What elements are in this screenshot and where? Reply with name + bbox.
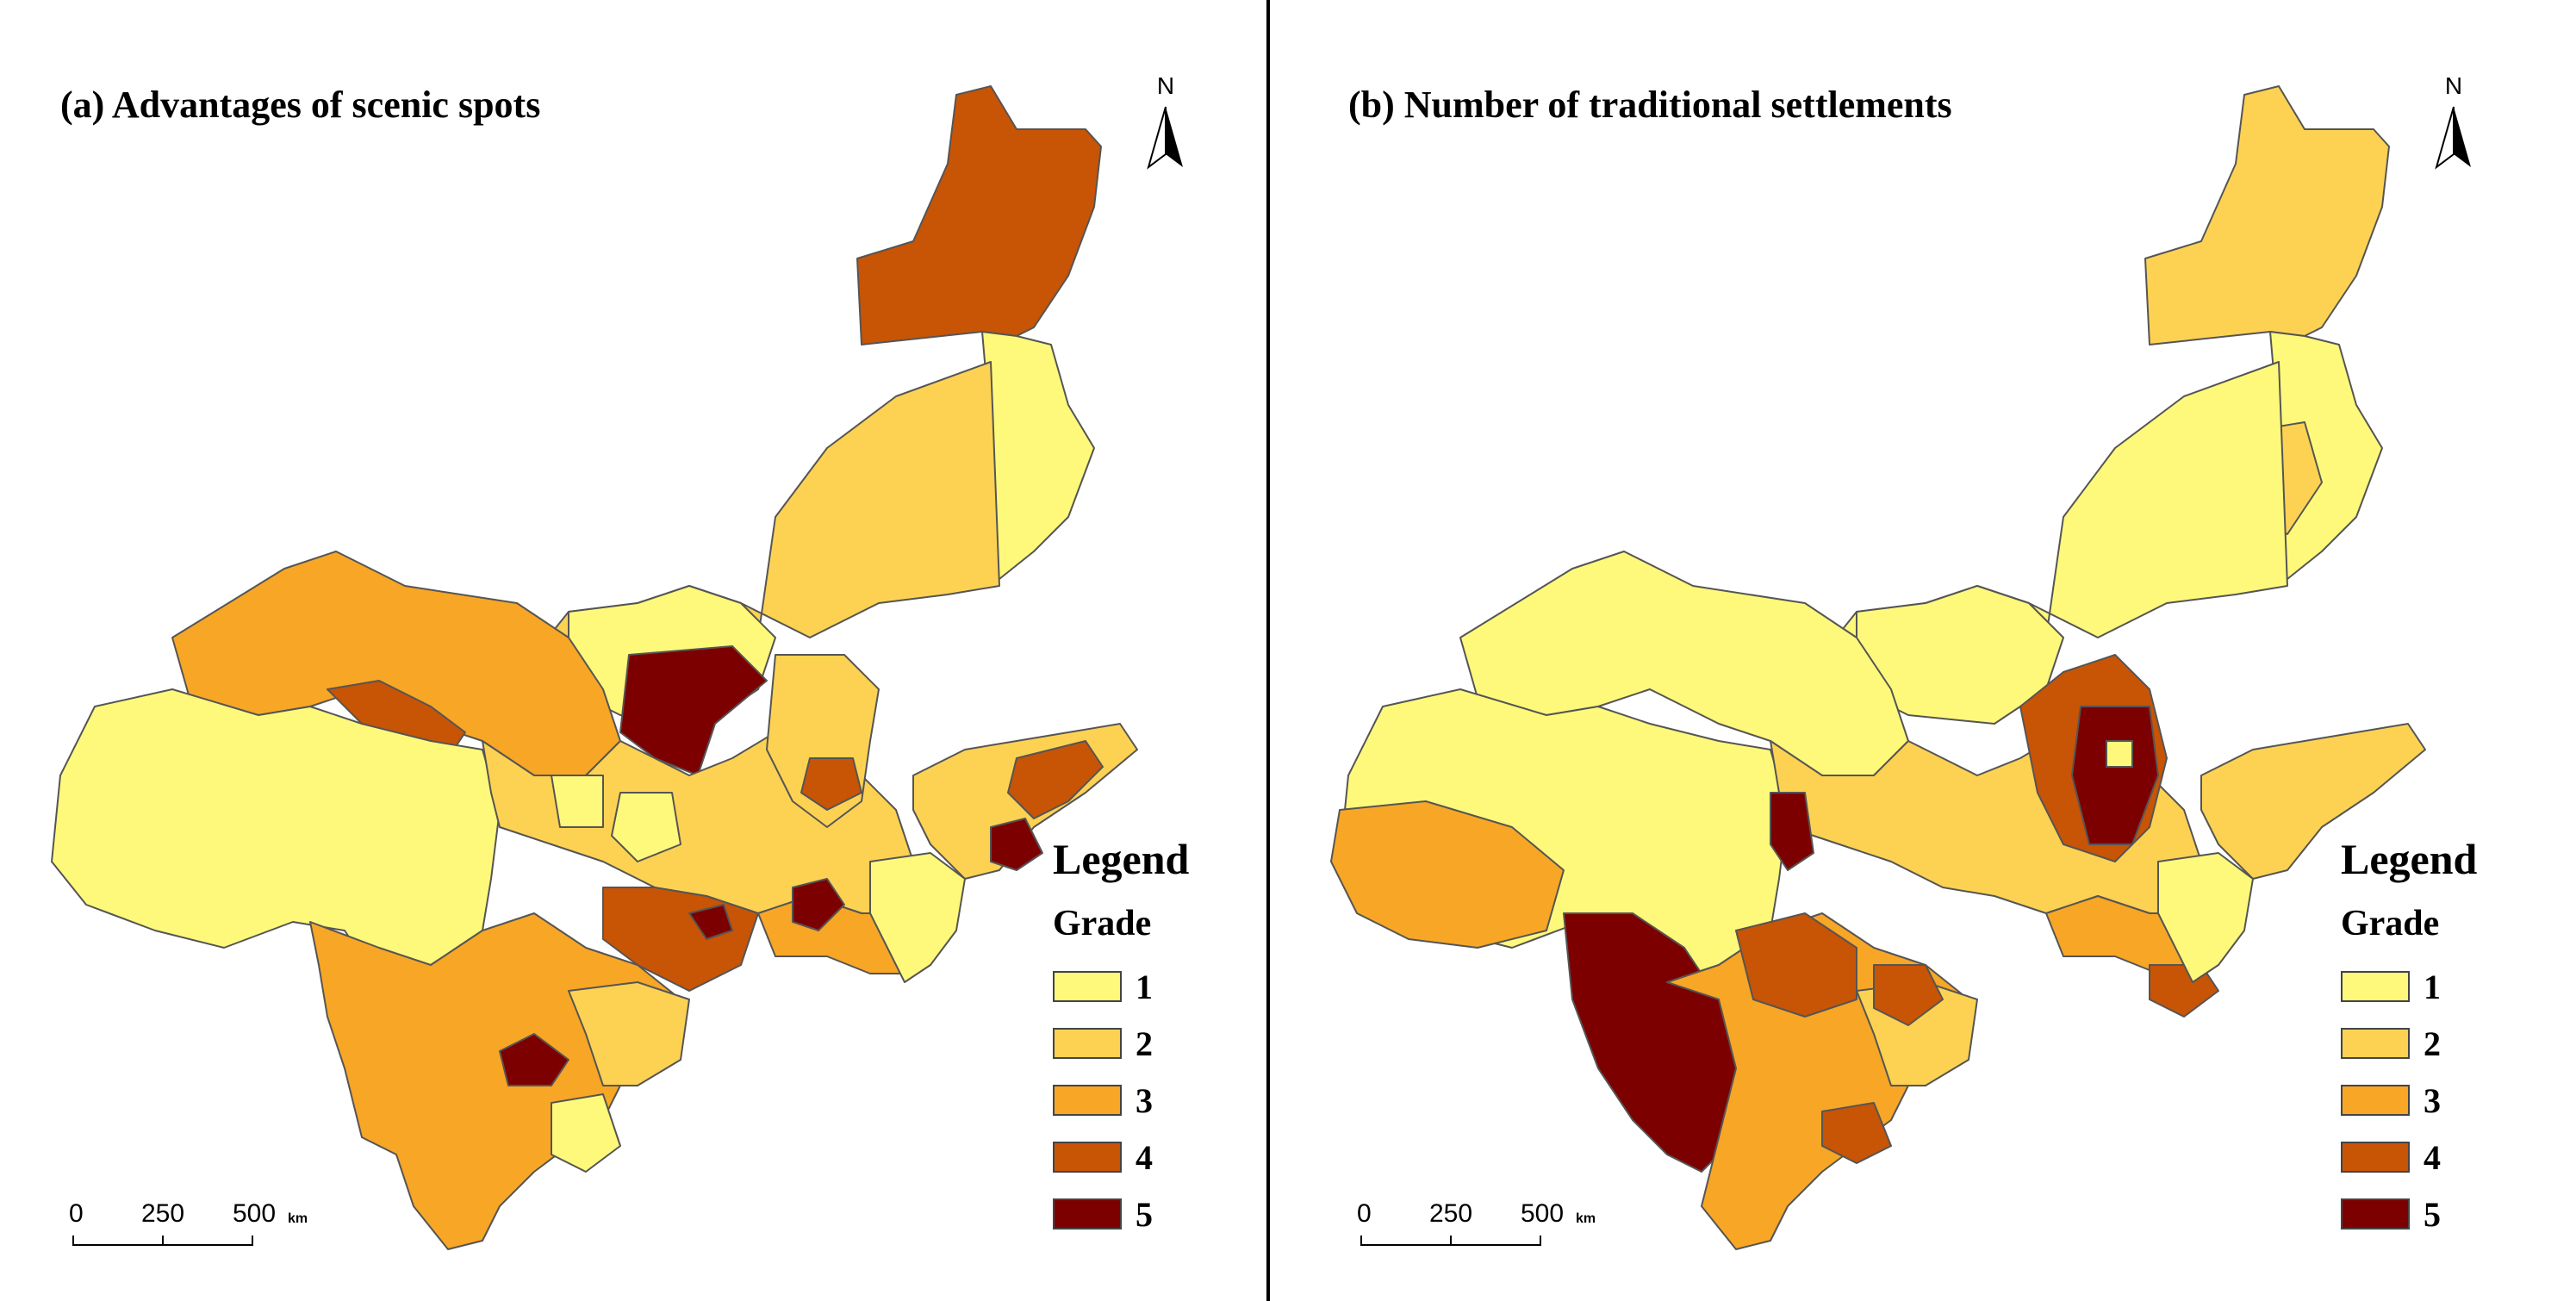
- legend-swatch: [2341, 971, 2410, 1002]
- legend-subtitle: Grade: [1053, 904, 1152, 943]
- legend-swatch: [1053, 1142, 1122, 1173]
- scale-bar: 0 250 500 km: [69, 1199, 308, 1268]
- region-southwest-grade5: [499, 1033, 569, 1086]
- region-heilongjiang: [2144, 85, 2390, 345]
- legend-item: 1: [1053, 958, 1189, 1015]
- region-south-central-grade5: [688, 904, 733, 940]
- choropleth-map-settlements: [1330, 85, 2426, 1250]
- panel-title: (a) Advantages of scenic spots: [60, 84, 541, 126]
- legend-swatch: [1053, 971, 1122, 1002]
- scale-tick: 500: [233, 1199, 277, 1228]
- region-south: [568, 981, 690, 1086]
- scale-mark: [252, 1236, 253, 1246]
- north-arrow: N: [1136, 72, 1196, 184]
- region-pocket-1: [611, 792, 681, 862]
- region-west-grade3: [1330, 800, 1565, 949]
- legend-swatch: [2341, 1142, 2410, 1173]
- map-panel-traditional-settlements: (b) Number of traditional settlements N …: [1288, 0, 2576, 1301]
- legend-title: Legend: [1053, 835, 1190, 883]
- legend-swatch: [2341, 1198, 2410, 1229]
- scale-tick: 0: [69, 1199, 84, 1228]
- legend-item: 3: [2341, 1072, 2477, 1129]
- region-northeast-strip: [981, 331, 1095, 587]
- region-east-coast-grade5: [792, 878, 845, 931]
- map-panel-scenic-spots: (a) Advantages of scenic spots N Legend …: [51, 72, 1196, 1268]
- choropleth-map-scenic: [51, 85, 1138, 1250]
- region-south-grade4: [1873, 964, 1944, 1026]
- legend-item: 5: [1053, 1186, 1189, 1242]
- legend-label: 2: [1136, 1024, 1153, 1063]
- north-label: N: [1156, 72, 1175, 99]
- scale-mark: [72, 1236, 74, 1246]
- region-east-block-grade1: [2106, 740, 2133, 768]
- legend-label: 4: [1136, 1137, 1153, 1177]
- legend: Legend Grade 1 2 3 4 5: [1053, 834, 1189, 1242]
- legend-item: 5: [2341, 1186, 2477, 1242]
- region-southwest-grade4: [1735, 912, 1857, 1018]
- scale-mark: [1540, 1236, 1541, 1246]
- scale-unit: km: [288, 1211, 308, 1226]
- legend-swatch: [1053, 1028, 1122, 1059]
- region-peninsula: [2200, 723, 2426, 880]
- region-peninsula-grade5: [990, 818, 1043, 871]
- scale-tick: 0: [1357, 1199, 1372, 1228]
- legend-swatch: [2341, 1028, 2410, 1059]
- panel-divider: [1266, 0, 1270, 1301]
- legend-label: 3: [1136, 1080, 1153, 1120]
- region-central-grade5: [619, 645, 768, 776]
- legend-label: 5: [1136, 1194, 1153, 1234]
- legend-item: 4: [1053, 1129, 1189, 1186]
- region-southeast: [869, 852, 966, 983]
- legend-label: 4: [2424, 1137, 2441, 1177]
- legend-swatch: [1053, 1198, 1122, 1229]
- region-heilongjiang: [856, 85, 1102, 345]
- scale-mark: [1360, 1236, 1362, 1246]
- legend-label: 5: [2424, 1194, 2441, 1234]
- scale-tick: 500: [1521, 1199, 1565, 1228]
- region-southeast: [2157, 852, 2254, 983]
- north-arrow-icon: [2435, 106, 2471, 170]
- legend-label: 1: [2424, 967, 2441, 1006]
- legend-item: 2: [1053, 1015, 1189, 1072]
- legend-title: Legend: [2341, 835, 2478, 883]
- region-pocket-2: [551, 775, 604, 828]
- legend: Legend Grade 1 2 3 4 5: [2341, 834, 2477, 1242]
- north-arrow-icon: [1147, 106, 1183, 170]
- legend-subtitle: Grade: [2341, 904, 2440, 943]
- region-east-central-grade4: [800, 757, 862, 811]
- legend-item: 4: [2341, 1129, 2477, 1186]
- scale-bar: 0 250 500 km: [1357, 1199, 1596, 1268]
- legend-label: 2: [2424, 1024, 2441, 1063]
- legend-item: 1: [2341, 958, 2477, 1015]
- scale-tick: 250: [1429, 1199, 1473, 1228]
- scale-unit: km: [1576, 1211, 1596, 1226]
- scale-tick: 250: [141, 1199, 185, 1228]
- legend-item: 3: [1053, 1072, 1189, 1129]
- legend-label: 1: [1136, 967, 1153, 1006]
- scale-mark: [162, 1236, 164, 1246]
- legend-label: 3: [2424, 1080, 2441, 1120]
- legend-swatch: [2341, 1085, 2410, 1116]
- panel-title: (b) Number of traditional settlements: [1348, 84, 1952, 126]
- region-east-block-grade5: [2071, 706, 2159, 845]
- legend-swatch: [1053, 1085, 1122, 1116]
- region-south-grade4b: [1821, 1102, 1892, 1164]
- scale-mark: [1450, 1236, 1452, 1246]
- region-central-grade5: [1770, 792, 1814, 871]
- legend-item: 2: [2341, 1015, 2477, 1072]
- north-label: N: [2444, 72, 2463, 99]
- north-arrow: N: [2424, 72, 2484, 184]
- region-south-grade1: [551, 1093, 621, 1173]
- region-peninsula-grade4: [1007, 740, 1104, 819]
